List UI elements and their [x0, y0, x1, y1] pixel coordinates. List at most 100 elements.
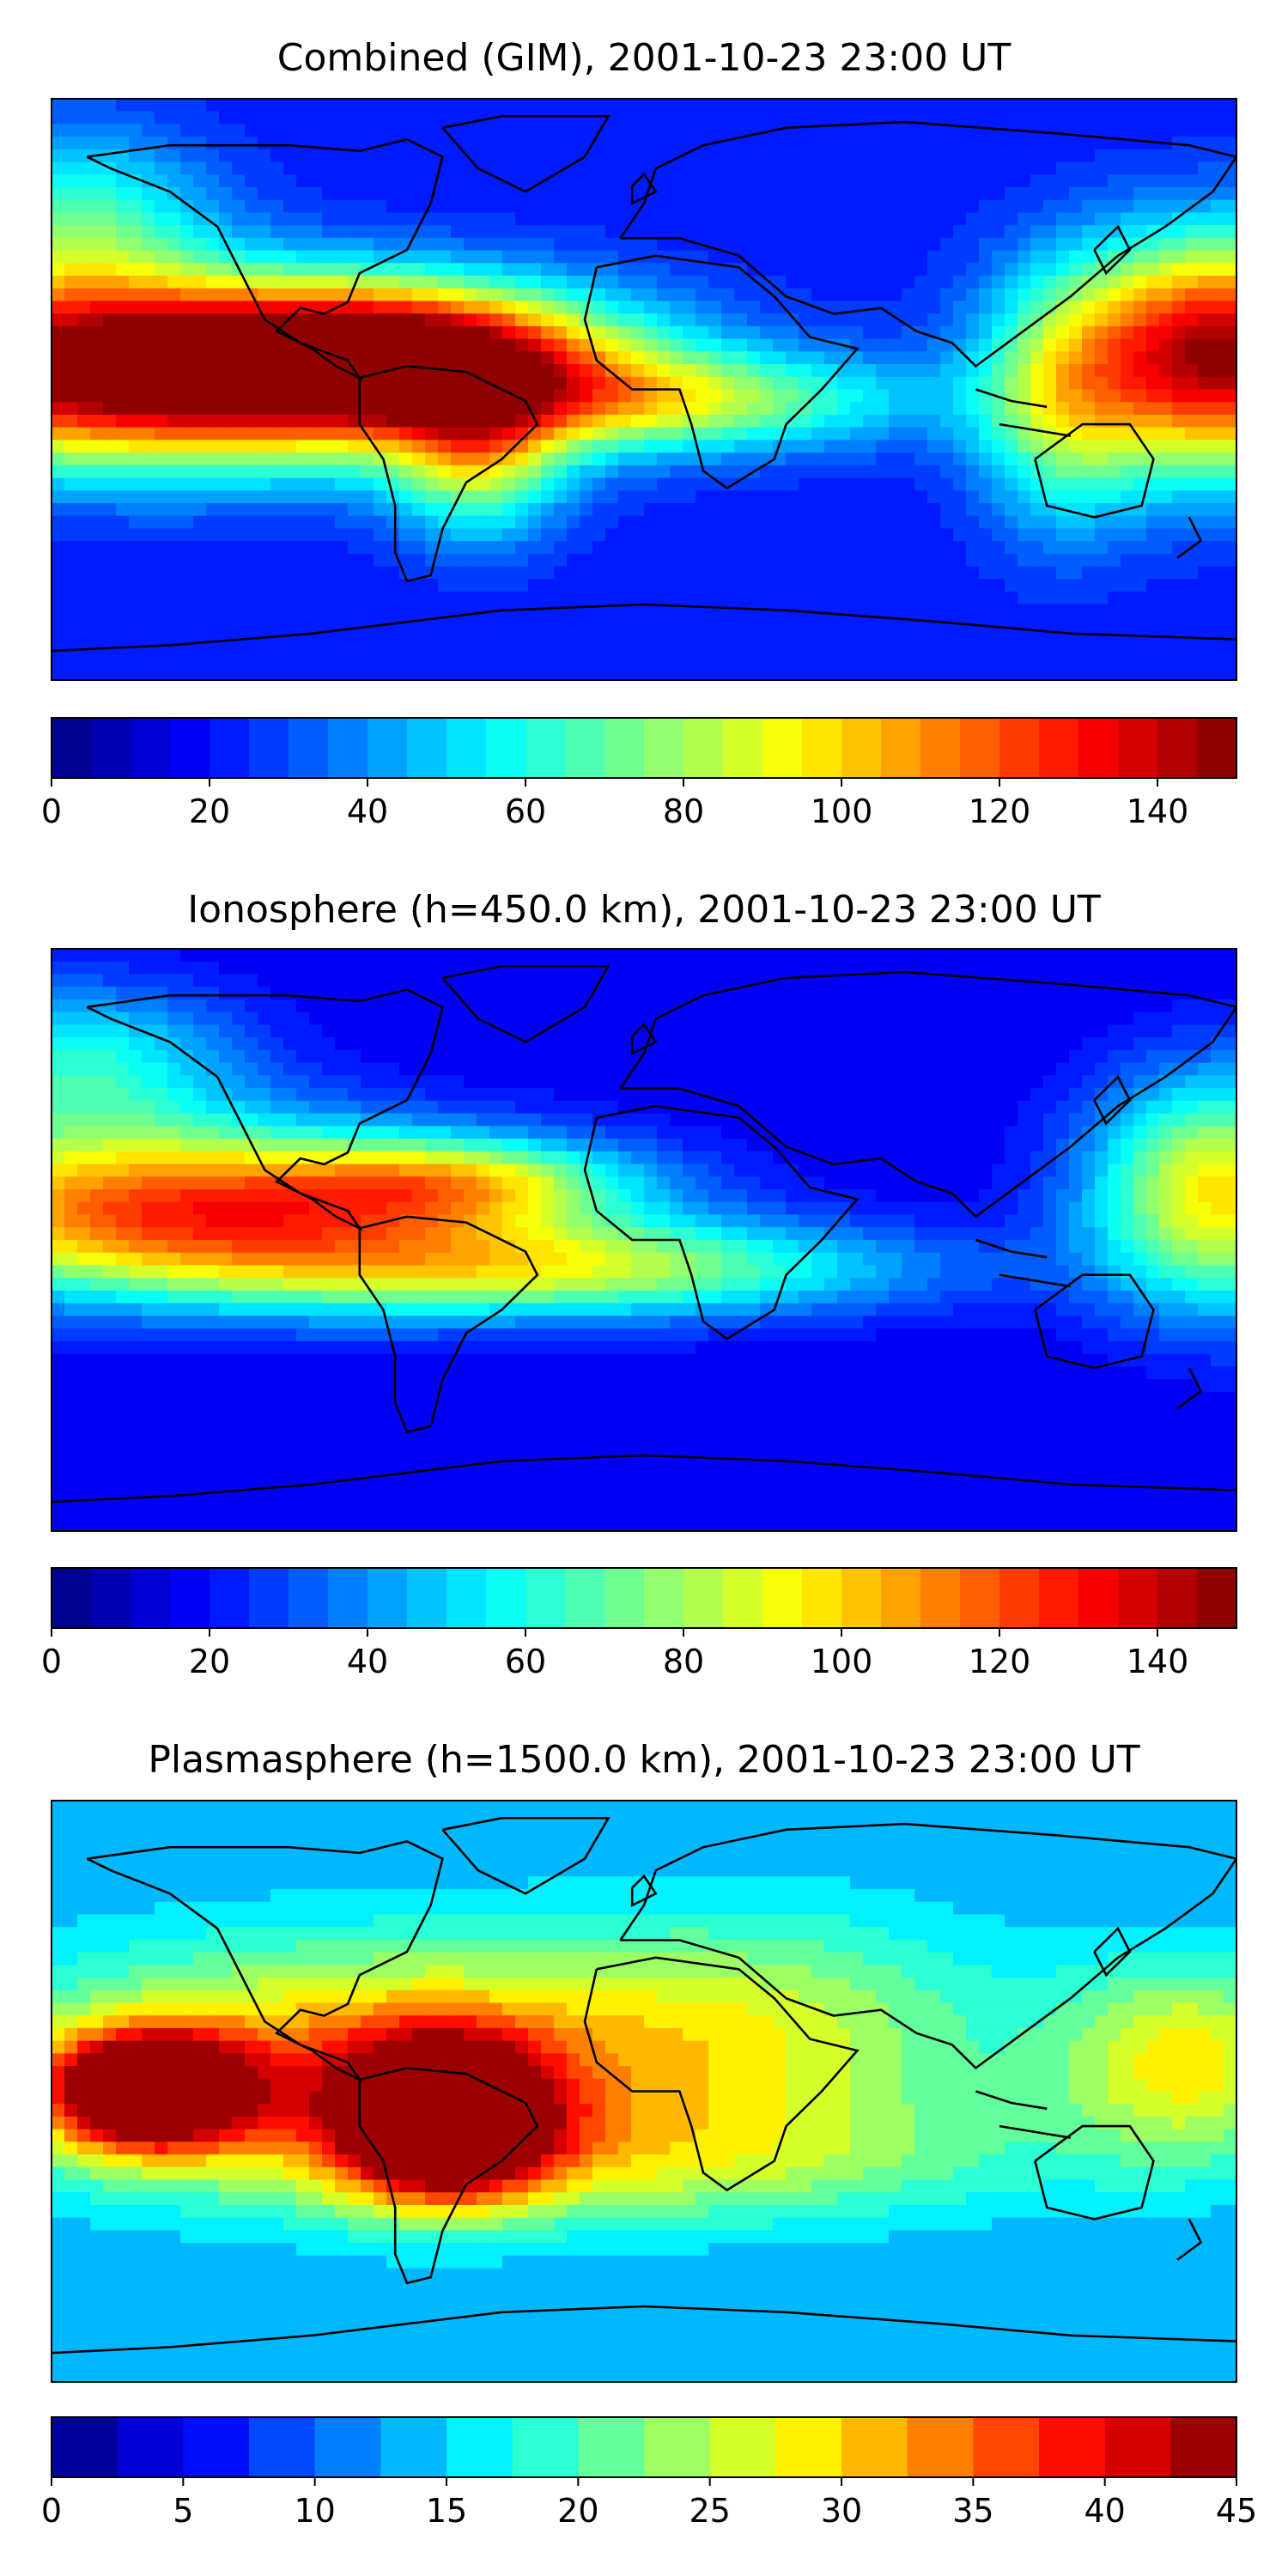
map-cell [940, 402, 954, 416]
map-cell [283, 949, 297, 963]
map-cell [863, 111, 877, 125]
map-cell [1030, 440, 1044, 453]
map-cell [554, 237, 568, 252]
map-cell [567, 263, 580, 276]
map-cell [502, 364, 516, 378]
map-cell [1133, 364, 1147, 378]
map-cell [953, 515, 967, 529]
map-cell [335, 453, 349, 466]
map-cell [1018, 237, 1031, 252]
map-cell [811, 263, 825, 276]
map-cell [438, 541, 452, 555]
map-cell [245, 351, 258, 365]
map-cell [193, 99, 207, 112]
map-cell [992, 465, 1005, 479]
map-cell [1224, 288, 1236, 302]
map-cell [219, 1037, 233, 1051]
map-cell [502, 199, 516, 214]
map-cell [52, 617, 65, 630]
map-cell [489, 301, 503, 314]
map-cell [515, 641, 529, 656]
map-cell [1172, 364, 1186, 378]
map-cell [245, 99, 258, 112]
map-cell [1146, 149, 1160, 163]
map-cell [670, 987, 683, 1000]
map-cell [1095, 591, 1109, 605]
map-cell [734, 301, 748, 314]
map-cell [296, 288, 310, 302]
map-cell [1185, 250, 1199, 264]
map-cell [696, 149, 709, 163]
map-cell [644, 237, 658, 252]
map-cell [927, 579, 941, 592]
map-cell [1018, 477, 1031, 491]
map-cell [64, 490, 78, 504]
map-cell [1211, 225, 1224, 239]
map-cell [528, 389, 542, 403]
map-cell [1133, 263, 1147, 276]
map-cell [399, 124, 413, 137]
map-cell [721, 974, 735, 987]
map-cell [258, 124, 271, 137]
map-cell [361, 961, 374, 975]
map-cell [953, 313, 967, 327]
map-cell [889, 999, 902, 1013]
map-cell [528, 477, 542, 491]
map-cell [670, 427, 683, 440]
map-cell [902, 149, 915, 163]
map-cell [837, 301, 851, 314]
map-cell [412, 149, 426, 163]
map-cell [464, 161, 477, 175]
map-cell [1095, 1012, 1109, 1026]
map-cell [927, 174, 941, 188]
map-cell [1043, 579, 1057, 592]
map-cell [554, 949, 568, 963]
map-cell [567, 465, 580, 479]
map-cell [1069, 301, 1083, 314]
map-cell [489, 453, 503, 466]
map-cell [889, 667, 902, 680]
map-cell [52, 199, 65, 214]
coastline [52, 603, 1236, 653]
map-cell [335, 1012, 349, 1026]
colorbar-tick-label: 80 [663, 793, 704, 830]
map-cell [193, 974, 207, 987]
map-cell [940, 313, 954, 327]
map-cell [322, 325, 336, 340]
map-cell [77, 99, 91, 112]
map-cell [399, 187, 413, 201]
map-cell [1056, 237, 1070, 252]
map-cell [1185, 1024, 1199, 1038]
map-cell [631, 999, 645, 1013]
map-cell [258, 974, 271, 987]
map-cell [180, 604, 194, 618]
map-cell [245, 124, 258, 137]
map-cell [927, 999, 941, 1013]
map-cell [670, 515, 683, 529]
map-cell [1030, 1012, 1044, 1026]
map-cell [708, 961, 722, 975]
map-cell [245, 427, 258, 440]
map-cell [502, 515, 516, 529]
map-cell [219, 987, 233, 1000]
map-cell [644, 212, 658, 226]
map-cell [837, 591, 851, 605]
map-cell [760, 477, 774, 491]
map-cell [335, 641, 349, 656]
map-cell [283, 174, 297, 188]
map-cell [438, 1024, 452, 1038]
map-cell [824, 427, 838, 440]
map-cell [90, 440, 104, 453]
map-cell [541, 212, 555, 226]
map-cell [180, 553, 194, 568]
map-cell [708, 541, 722, 555]
map-cell [219, 502, 233, 517]
map-cell [837, 263, 851, 276]
map-cell [1005, 250, 1018, 264]
map-cell [979, 579, 993, 592]
map-cell [1069, 250, 1083, 264]
map-cell [219, 137, 233, 150]
map-cell [979, 566, 993, 580]
map-cell [940, 477, 954, 491]
map-cell [129, 364, 143, 378]
